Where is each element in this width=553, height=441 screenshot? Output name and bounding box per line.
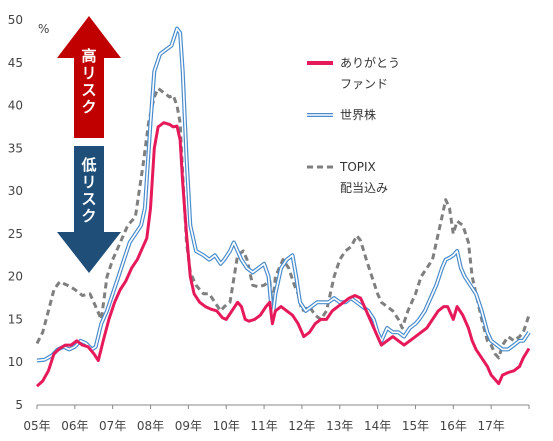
low-risk-label-char: リ <box>81 173 96 191</box>
x-tick-label: 16年 <box>440 419 467 433</box>
legend-label: ファンド <box>340 77 388 91</box>
x-tick-label: 07年 <box>99 419 126 433</box>
legend-label: 世界株 <box>340 107 376 122</box>
x-tick-label: 15年 <box>402 419 429 433</box>
x-tick-label: 08年 <box>137 419 164 433</box>
y-tick-label: 35 <box>8 141 23 155</box>
y-tick-label: 5 <box>15 398 23 412</box>
y-tick-label: 30 <box>8 184 23 198</box>
high-risk-label-char: 高 <box>81 47 96 65</box>
series-double <box>36 26 531 363</box>
y-tick-label: 25 <box>8 227 23 241</box>
high-risk-arrow <box>57 16 121 138</box>
series-line <box>35 86 531 360</box>
x-tick-label: 05年 <box>23 419 50 433</box>
y-tick-label: 40 <box>8 99 23 113</box>
low-risk-label: 低リスク <box>80 156 96 225</box>
legend-label: ありがとう <box>340 55 400 70</box>
y-tick-label: 15 <box>8 312 23 326</box>
high-risk-label-char: ス <box>81 81 96 99</box>
y-tick-label: 10 <box>8 355 23 369</box>
low-risk-label-char: ク <box>81 207 96 225</box>
x-tick-label: 12年 <box>288 419 315 433</box>
low-risk-arrow <box>57 146 121 273</box>
low-risk-label-char: ス <box>81 190 96 208</box>
series-line-inner <box>36 27 530 362</box>
x-tick-label: 14年 <box>364 419 391 433</box>
x-tick-label: 10年 <box>213 419 240 433</box>
high-risk-label: 高リスク <box>81 47 96 116</box>
x-tick-label: 11年 <box>250 419 277 433</box>
x-tick-label: 06年 <box>61 419 88 433</box>
y-tick-label: 50 <box>8 13 23 27</box>
legend-label: 配当込み <box>340 181 388 195</box>
y-tick-label: 45 <box>8 56 23 70</box>
y-unit-label: % <box>38 22 49 36</box>
x-tick-label: 17年 <box>478 419 505 433</box>
x-tick-label: 13年 <box>326 419 353 433</box>
series-lines <box>35 26 531 388</box>
high-risk-label-char: ク <box>81 98 96 116</box>
axes: 5 10 15 20 25 30 35 40 45 50% 05年 06年 07年 08年 09年 10年 11… <box>8 13 530 433</box>
series-solid <box>35 121 531 388</box>
high-risk-label-char: リ <box>81 64 96 82</box>
low-risk-label-char: 低 <box>80 156 96 174</box>
x-tick-label: 09年 <box>175 419 202 433</box>
legend-label: TOPIX <box>339 160 376 174</box>
y-tick-label: 20 <box>8 270 23 284</box>
series-line <box>35 121 531 388</box>
series-dashed <box>35 86 531 360</box>
